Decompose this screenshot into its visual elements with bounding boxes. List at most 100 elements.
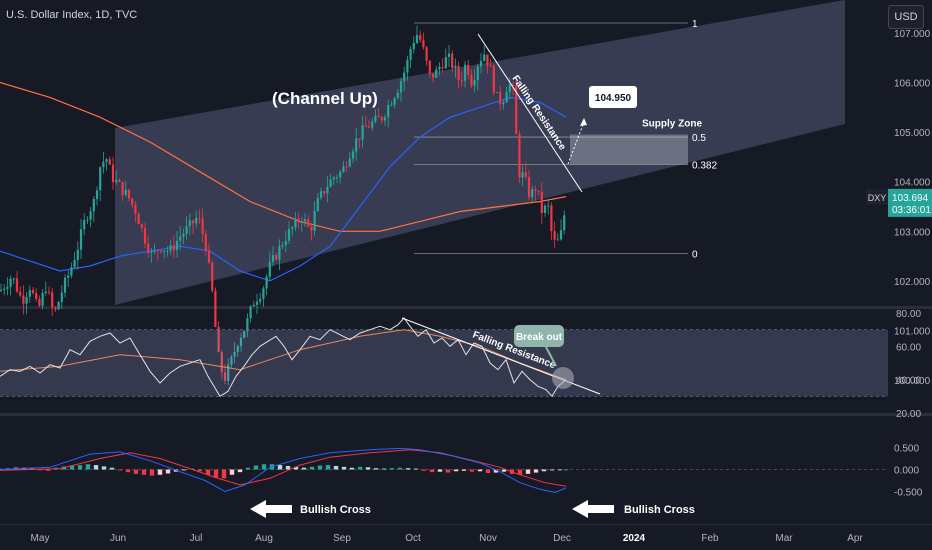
candle-body: [380, 117, 383, 121]
candle-body: [51, 292, 54, 308]
fib-level-label: 1: [692, 19, 698, 30]
x-tick-label: 2024: [623, 533, 646, 544]
candle-body: [188, 220, 191, 227]
macd-histogram-bar: [77, 465, 83, 470]
candle-body: [399, 81, 403, 93]
x-tick-label: Feb: [701, 533, 719, 544]
macd-histogram-bar: [165, 469, 171, 474]
macd-histogram-bar: [525, 469, 531, 474]
candle-body: [262, 288, 265, 299]
macd-histogram-bar: [213, 469, 219, 478]
candle-body: [316, 197, 319, 212]
candle-body: [495, 92, 499, 94]
break-out-label: Break out: [516, 332, 563, 343]
candle-body: [489, 65, 492, 67]
break-out-callout: [514, 325, 564, 347]
candle-body: [121, 181, 124, 196]
badge-symbol-box: [866, 188, 888, 205]
candle-body: [54, 307, 57, 310]
macd-histogram-bar: [93, 465, 99, 470]
candle-body: [463, 64, 467, 81]
currency-button[interactable]: USD: [888, 5, 924, 29]
price-tick-label: 102.000: [894, 277, 931, 288]
macd-histogram-bar: [429, 469, 435, 473]
candle-body: [115, 179, 118, 183]
candle-body: [63, 277, 67, 293]
candle-body: [182, 233, 185, 237]
candle-body: [246, 318, 249, 331]
candle-body: [159, 250, 163, 252]
projection-arrowhead: [580, 118, 587, 126]
candle-body: [326, 186, 329, 194]
macd-line: [0, 447, 567, 493]
macd-histogram-bar: [317, 465, 323, 470]
price-tick-label: 103.000: [894, 227, 931, 238]
rsi-tick-label: 40.00: [896, 376, 921, 387]
candle-body: [300, 221, 303, 223]
candle-body: [175, 240, 179, 251]
macd-histogram-bar: [397, 467, 403, 470]
rsi-tick-label: 20.00: [896, 409, 921, 420]
macd-histogram-bar: [373, 468, 379, 470]
candle-body: [108, 159, 111, 165]
candle-body: [185, 226, 188, 234]
macd-histogram-bar: [445, 469, 451, 473]
candle-body: [166, 250, 169, 252]
candle-body: [428, 60, 431, 74]
candle-body: [73, 259, 76, 268]
x-tick-label: Apr: [847, 533, 863, 544]
macd-histogram-bar: [349, 467, 355, 470]
candle-body: [153, 250, 156, 252]
candle-body: [111, 164, 115, 183]
pane-separator: [0, 524, 932, 525]
candle-body: [550, 205, 553, 232]
candle-body: [118, 179, 121, 182]
macd-histogram-bar: [485, 469, 491, 474]
candle-body: [83, 220, 86, 230]
candle-body: [297, 218, 300, 223]
channel-up-label: (Channel Up): [272, 89, 378, 108]
x-tick-label: Jul: [190, 533, 203, 544]
macd-signal-line: [0, 449, 567, 487]
candle-body: [371, 121, 374, 128]
candle-body: [172, 245, 175, 251]
candle-body: [57, 301, 60, 310]
macd-histogram-bar: [293, 466, 299, 470]
x-tick-label: Nov: [479, 533, 497, 544]
candle-body: [441, 66, 444, 69]
fib-level-label: 0: [692, 250, 698, 261]
candle-body: [76, 249, 79, 260]
macd-histogram-bar: [237, 469, 243, 473]
macd-histogram-bar: [469, 469, 475, 472]
candle-body: [239, 337, 243, 347]
candle-body: [323, 191, 326, 194]
candle-body: [217, 327, 220, 353]
badge-symbol: DXY: [868, 193, 887, 203]
x-tick-label: Jun: [110, 533, 126, 544]
candle-body: [271, 254, 275, 262]
candle-body: [47, 291, 51, 293]
candle-body: [329, 179, 332, 187]
candle-body: [150, 251, 153, 253]
macd-histogram-bar: [197, 469, 203, 472]
candle-body: [95, 190, 99, 199]
candle-body: [499, 92, 502, 105]
candle-body: [284, 240, 287, 246]
candle-body: [195, 217, 198, 224]
break-out-pointer: [545, 346, 557, 367]
candle-body: [358, 138, 361, 140]
candle-body: [531, 189, 534, 198]
macd-histogram-bar: [365, 467, 371, 470]
price-badge-countdown: 03:36:01: [892, 205, 931, 216]
candle-body: [211, 262, 214, 291]
price-tick-label: 106.000: [894, 79, 931, 90]
candle-body: [313, 211, 316, 231]
candle-body: [227, 364, 230, 381]
x-tick-label: Mar: [775, 533, 793, 544]
macd-tick-label: 0.000: [894, 466, 919, 477]
candle-body: [79, 229, 83, 250]
candle-body: [364, 125, 367, 127]
macd-histogram-bar: [493, 469, 499, 473]
macd-histogram-bar: [109, 467, 115, 470]
